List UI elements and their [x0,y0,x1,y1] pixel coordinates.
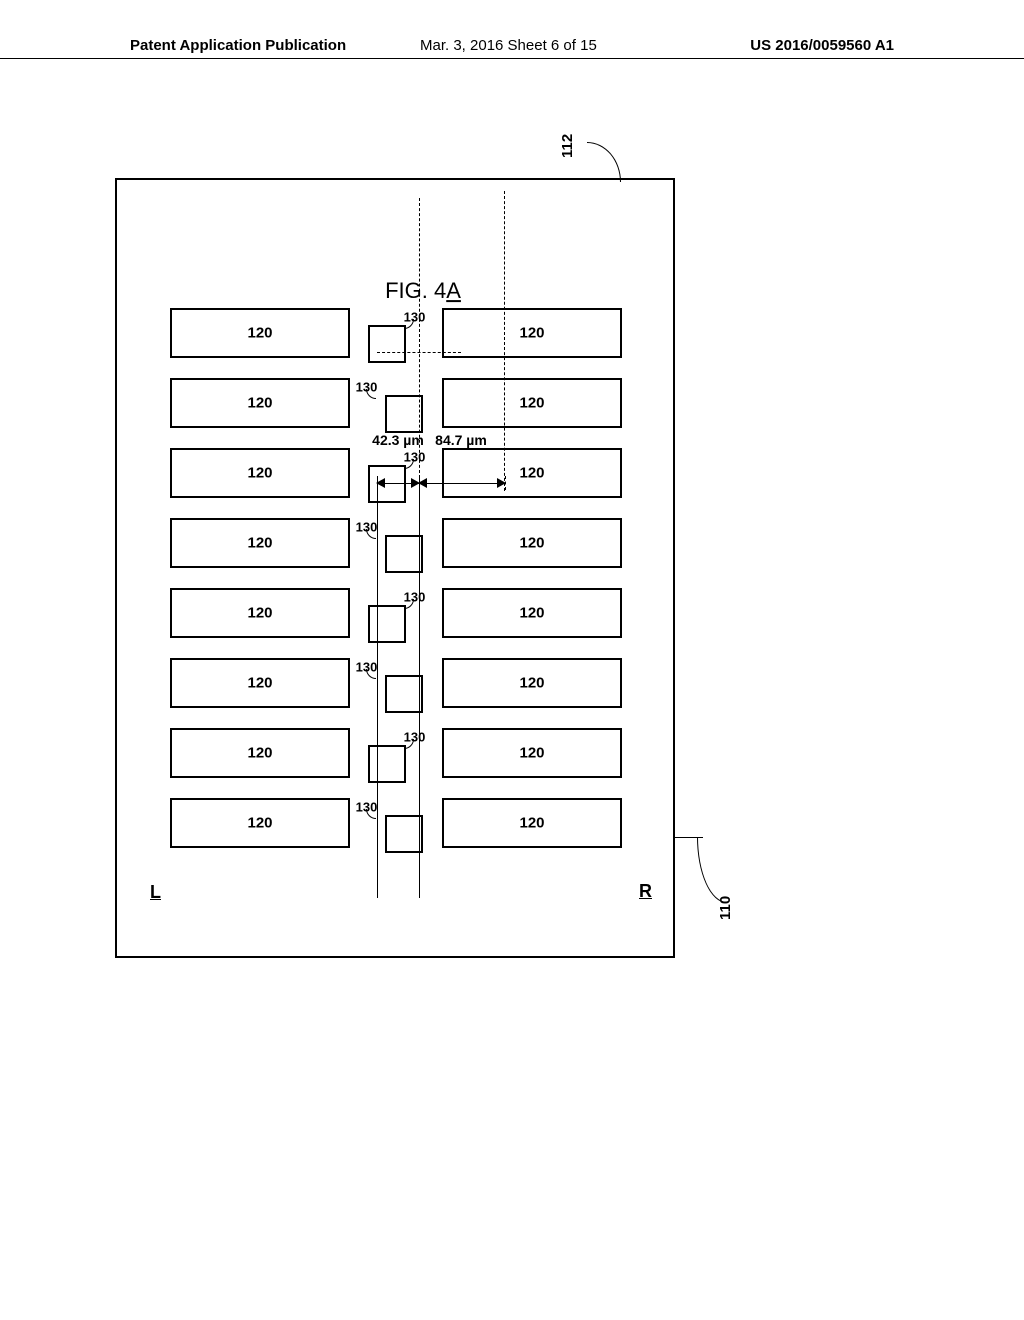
small-box-130 [368,745,406,783]
figure-rotated: 110 112 L R 120 120 120 120 120 120 120 … [115,343,730,958]
figure-title-suffix: A [446,277,461,302]
bar-label: 120 [519,674,544,691]
small-box-130 [368,325,406,363]
bar-120: 120 [442,378,622,428]
bar-120: 120 [442,588,622,638]
header-center: Mar. 3, 2016 Sheet 6 of 15 [420,37,597,54]
leader-curve-112 [587,142,621,182]
small-box-label: 130 [356,799,378,814]
ref-label-112: 112 [559,133,576,157]
bar-label: 120 [247,464,272,481]
dimension-label-small: 42.3 µm [372,432,424,448]
bar-120: 120 [442,448,622,498]
bar-120: 120 [442,308,622,358]
guide-line-top [419,478,420,898]
dimension-arrow-large [419,483,505,484]
guide-line-bottom-dash [504,191,505,491]
bar-120: 120 [170,448,350,498]
bar-120: 120 [170,658,350,708]
header-right: US 2016/0059560 A1 [750,37,894,54]
bar-label: 120 [519,744,544,761]
bar-120: 120 [170,798,350,848]
bar-120: 120 [442,518,622,568]
small-box-130 [385,535,423,573]
leader-curve-110 [697,837,727,903]
bar-120: 120 [442,728,622,778]
bar-120: 120 [170,518,350,568]
figure-title-prefix: FIG. 4 [385,277,446,302]
bar-120: 120 [170,728,350,778]
small-box-130 [368,605,406,643]
dimension-arrow-small [377,483,419,484]
column-label-R: R [639,881,652,902]
bar-120: 120 [442,658,622,708]
figure-container: 110 112 L R 120 120 120 120 120 120 120 … [115,260,730,1040]
bar-120: 120 [442,798,622,848]
small-box-label: 130 [404,449,426,464]
dimension-label-large: 84.7 µm [435,432,487,448]
bar-label: 120 [247,324,272,341]
bar-120: 120 [170,588,350,638]
small-box-label: 130 [404,589,426,604]
bar-label: 120 [247,744,272,761]
bar-label: 120 [519,324,544,341]
small-box-label: 130 [356,519,378,534]
bar-120: 120 [170,308,350,358]
page-header: Patent Application Publication Mar. 3, 2… [0,58,1024,86]
bar-label: 120 [519,604,544,621]
small-box-130 [385,815,423,853]
bar-label: 120 [519,534,544,551]
bar-label: 120 [519,814,544,831]
bar-label: 120 [247,814,272,831]
guide-extent-dash [377,352,461,353]
bar-label: 120 [247,534,272,551]
bar-label: 120 [519,394,544,411]
bar-120: 120 [170,378,350,428]
column-label-L: L [150,882,161,903]
small-box-130 [385,675,423,713]
small-box-130 [385,395,423,433]
bar-label: 120 [519,464,544,481]
bar-label: 120 [247,394,272,411]
small-box-label: 130 [404,729,426,744]
guide-line-bot [377,478,378,898]
ref-label-110: 110 [717,895,734,919]
small-box-label: 130 [356,379,378,394]
figure-title: FIG. 4A [385,277,461,303]
header-left: Patent Application Publication [130,37,346,54]
bar-label: 120 [247,674,272,691]
small-box-label: 130 [356,659,378,674]
bar-label: 120 [247,604,272,621]
small-box-label: 130 [404,309,426,324]
